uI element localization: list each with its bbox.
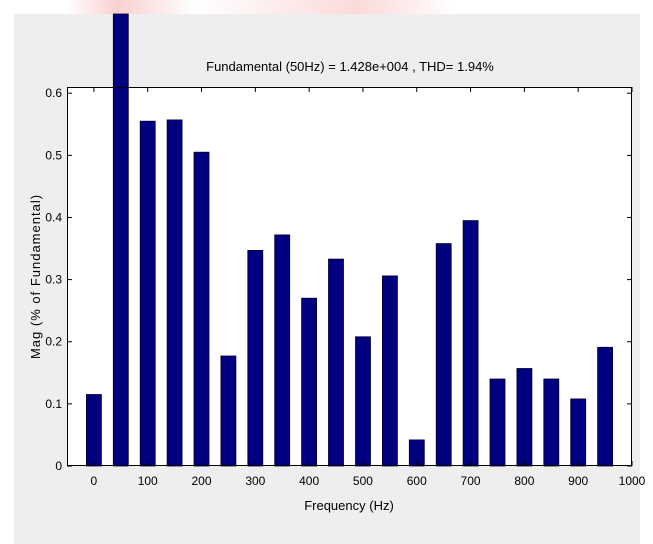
y-tick-label: 0.6	[45, 86, 62, 100]
bar-200hz	[193, 151, 210, 467]
y-tick-label: 0.1	[45, 397, 62, 411]
y-tick-label: 0	[55, 459, 62, 473]
bar-250hz	[220, 355, 237, 467]
x-tick-label: 400	[299, 474, 319, 488]
x-tick-label: 800	[514, 474, 534, 488]
x-tick-label: 600	[407, 474, 427, 488]
y-axis-title: Mag (% of Fundamental)	[28, 194, 43, 359]
bar-550hz	[381, 275, 398, 467]
bar-100hz	[139, 120, 156, 467]
x-tick-label: 700	[461, 474, 481, 488]
bar-0hz	[86, 394, 102, 467]
bar-400hz	[301, 297, 318, 467]
bar-900hz	[570, 398, 587, 467]
plot-frame	[67, 87, 632, 466]
x-tick-label: 1000	[619, 474, 646, 488]
bar-850hz	[543, 378, 560, 467]
x-tick-label: 900	[568, 474, 588, 488]
bar-750hz	[489, 378, 506, 467]
ticks-group: 0 100 200 300 400 500 600 700 800 900 1000 0 0.1 0.2 0…	[45, 86, 645, 488]
bar-800hz	[516, 368, 533, 467]
y-tick-label: 0.2	[45, 335, 62, 349]
watermark-strip	[0, 0, 653, 14]
x-tick-label: 0	[91, 474, 98, 488]
x-tick-label: 300	[245, 474, 265, 488]
bar-950hz	[597, 346, 613, 467]
y-tick-label: 0.5	[45, 148, 62, 162]
bar-500hz	[355, 336, 371, 467]
chart-title: Fundamental (50Hz) = 1.428e+004 , THD= 1…	[206, 59, 494, 74]
y-tick-label: 0.4	[45, 210, 62, 224]
x-tick-label: 100	[138, 474, 158, 488]
bar-350hz	[274, 234, 291, 467]
plot-area	[67, 87, 632, 466]
bar-50hz	[112, 13, 129, 467]
bar-650hz	[435, 243, 452, 467]
y-tick-label: 0.3	[45, 273, 62, 287]
bar-300hz	[247, 249, 264, 467]
x-tick-label: 200	[192, 474, 212, 488]
x-axis-title: Frequency (Hz)	[304, 498, 394, 513]
bar-700hz	[462, 220, 479, 467]
bars-group	[86, 13, 613, 467]
x-tick-label: 500	[353, 474, 373, 488]
bar-450hz	[328, 258, 344, 467]
bar-150hz	[166, 119, 183, 467]
